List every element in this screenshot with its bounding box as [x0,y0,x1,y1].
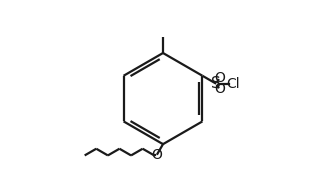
Text: Cl: Cl [227,77,240,91]
Text: O: O [214,71,225,85]
Text: O: O [214,82,225,96]
Text: O: O [151,148,162,162]
Text: S: S [211,76,221,91]
